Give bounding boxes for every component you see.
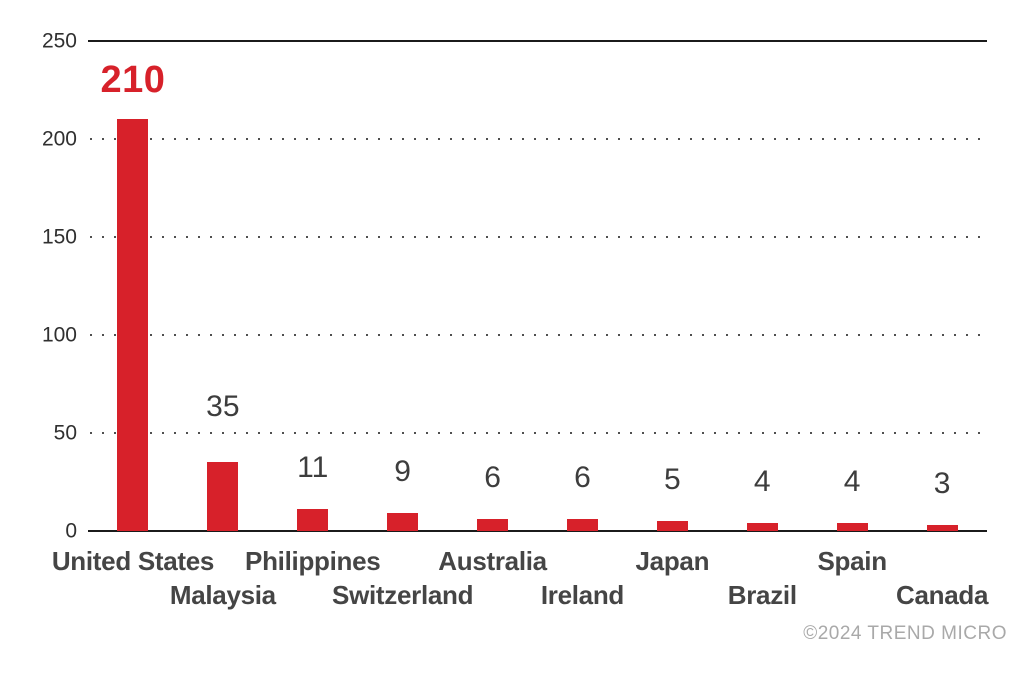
y-tick-label-250: 250 [41,29,77,53]
x-label-united-states: United States [51,546,215,576]
gridline-100 [90,334,987,336]
value-label-malaysia: 35 [206,390,240,424]
bar-australia [477,519,509,531]
bar-malaysia [207,462,239,531]
x-label-canada: Canada [895,580,989,610]
value-label-united-states: 210 [100,59,166,102]
value-label-ireland: 6 [574,461,591,495]
x-label-spain: Spain [817,546,887,576]
x-label-japan: Japan [635,546,710,576]
bar-philippines [297,509,329,531]
bar-spain [836,523,868,531]
x-label-australia: Australia [438,546,547,576]
value-label-switzerland: 9 [394,455,411,489]
bar-united-states [117,119,149,531]
bar-brazil [746,523,778,531]
value-label-australia: 6 [484,461,501,495]
value-label-canada: 3 [933,467,951,501]
copyright-text: ©2024 TREND MICRO [803,623,1007,644]
x-label-malaysia: Malaysia [169,580,276,610]
gridline-250 [88,40,987,42]
y-tick-label-50: 50 [53,421,77,445]
x-label-switzerland: Switzerland [332,580,474,610]
gridline-50 [90,432,987,434]
bar-canada [926,525,958,531]
gridline-200 [90,138,987,140]
bar-switzerland [387,513,419,531]
value-label-japan: 5 [664,463,681,497]
x-label-brazil: Brazil [727,580,797,610]
value-label-philippines: 11 [297,451,329,485]
y-tick-label-100: 100 [41,323,77,347]
y-tick-label-150: 150 [41,225,77,249]
y-tick-label-200: 200 [41,127,77,151]
value-label-brazil: 4 [753,465,771,499]
value-label-spain: 4 [843,465,861,499]
x-label-philippines: Philippines [245,546,381,576]
y-tick-label-0: 0 [65,519,77,543]
gridline-0 [88,530,987,532]
bar-ireland [566,519,598,531]
gridline-150 [90,236,987,238]
plot-area: 0 50 100 150 200 250 210 35 11 9 6 6 5 4 4 3 [42,31,987,542]
bar-japan [656,521,688,531]
x-label-ireland: Ireland [540,580,625,610]
